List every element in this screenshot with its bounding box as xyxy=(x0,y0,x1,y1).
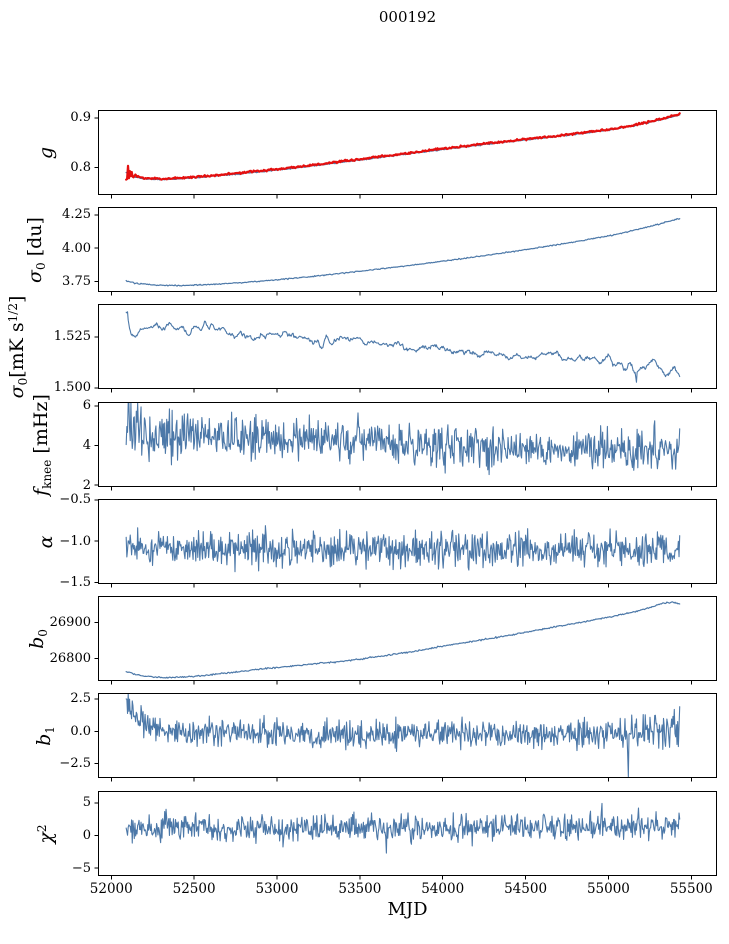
panel-frame xyxy=(98,304,717,389)
y-axis-label-chi2: χ2 xyxy=(35,824,57,843)
y-tick-label-b1: 2.5 xyxy=(70,691,91,707)
y-tick-label-g: 0.9 xyxy=(70,110,91,126)
y-label-segment: 0 xyxy=(34,261,48,270)
y-label-segment: α xyxy=(35,535,57,548)
panel-frame xyxy=(98,499,717,584)
y-tick-label-alpha: −1.0 xyxy=(59,533,91,549)
y-axis-label-fknee: fknee [mHz] xyxy=(30,394,54,496)
y-label-segment: [mK s xyxy=(6,321,28,378)
y-tick-label-g: 0.8 xyxy=(70,160,91,176)
panel-sigma0-du xyxy=(94,207,717,296)
y-label-segment: σ xyxy=(6,384,28,398)
x-tick-label: 53000 xyxy=(255,881,299,897)
y-label-segment: knee xyxy=(40,459,54,489)
panel-frame xyxy=(98,207,717,292)
y-tick-label-b1: −2.5 xyxy=(59,756,91,772)
y-tick-label-sigma0-du: 3.75 xyxy=(62,273,91,289)
y-axis-label-b0: b0 xyxy=(26,629,50,649)
y-tick-label-sigma0-mks: 1.525 xyxy=(53,329,91,345)
figure-title: 000192 xyxy=(378,8,437,26)
panel-b0 xyxy=(94,596,717,685)
x-tick-label: 53500 xyxy=(338,881,382,897)
y-tick-label-b1: 0.0 xyxy=(70,723,91,739)
panel-frame xyxy=(98,791,717,876)
panel-frame xyxy=(98,596,717,681)
y-tick-label-alpha: −0.5 xyxy=(59,492,91,508)
panel-chi2 xyxy=(94,791,717,880)
y-tick-label-fknee: 2 xyxy=(82,477,91,493)
y-tick-label-alpha: −1.5 xyxy=(59,574,91,590)
series-b1 xyxy=(125,693,681,778)
series-sigma0-mks xyxy=(125,311,681,383)
y-tick-label-sigma0-du: 4.25 xyxy=(62,207,91,223)
y-label-segment: σ xyxy=(24,269,46,283)
y-tick-label-chi2: −5 xyxy=(71,860,91,876)
x-tick-label: 55500 xyxy=(669,881,713,897)
y-label-segment: 0 xyxy=(16,377,30,385)
panel-frame xyxy=(98,693,717,778)
panel-frame xyxy=(98,110,717,195)
panel-alpha xyxy=(94,499,717,588)
y-axis-label-alpha: α xyxy=(35,535,57,548)
panel-sigma0-mks xyxy=(94,304,717,393)
y-tick-label-fknee: 6 xyxy=(82,398,91,414)
series-fknee xyxy=(125,402,681,476)
y-label-segment: [du] xyxy=(24,216,46,262)
y-tick-label-chi2: 5 xyxy=(82,795,91,811)
y-tick-label-b0: 26900 xyxy=(49,615,91,631)
y-tick-label-sigma0-du: 4.00 xyxy=(62,240,91,256)
y-axis-label-b1: b1 xyxy=(33,726,57,746)
y-tick-label-sigma0-mks: 1.500 xyxy=(53,380,91,396)
x-axis-label: MJD xyxy=(387,899,428,920)
x-tick-label: 52500 xyxy=(172,881,216,897)
series-g-smooth-blue xyxy=(125,114,681,181)
y-tick-label-chi2: 0 xyxy=(82,827,91,843)
y-axis-label-sigma0-mks: σ0[mK s1/2] xyxy=(6,295,30,398)
x-tick-label: 55000 xyxy=(586,881,630,897)
y-label-segment: g xyxy=(35,146,57,159)
panel-b1 xyxy=(94,693,717,782)
y-label-segment: 1/2 xyxy=(6,302,20,322)
series-g-measured-red xyxy=(125,112,681,181)
y-label-segment: χ xyxy=(35,831,57,844)
panel-frame xyxy=(98,402,717,487)
panel-g xyxy=(94,110,717,199)
x-tick-label: 54500 xyxy=(504,881,548,897)
series-sigma0-du xyxy=(125,218,681,287)
series-alpha xyxy=(125,525,681,573)
x-tick-label: 54000 xyxy=(421,881,465,897)
series-chi2 xyxy=(125,802,681,854)
y-label-segment: 1 xyxy=(43,725,57,734)
y-axis-label-sigma0-du: σ0 [du] xyxy=(24,217,48,283)
y-label-segment: ] xyxy=(6,295,28,303)
y-label-segment: [mHz] xyxy=(30,393,52,460)
y-axis-label-g: g xyxy=(35,146,57,158)
y-tick-label-fknee: 4 xyxy=(82,437,91,453)
y-label-segment: 0 xyxy=(36,628,50,637)
series-b0 xyxy=(125,601,681,679)
y-label-segment: 2 xyxy=(35,823,49,832)
panel-fknee xyxy=(94,402,717,491)
y-tick-label-b0: 26800 xyxy=(49,650,91,666)
x-tick-label: 52000 xyxy=(89,881,133,897)
y-label-segment: b xyxy=(26,636,48,649)
y-label-segment: b xyxy=(33,733,55,746)
